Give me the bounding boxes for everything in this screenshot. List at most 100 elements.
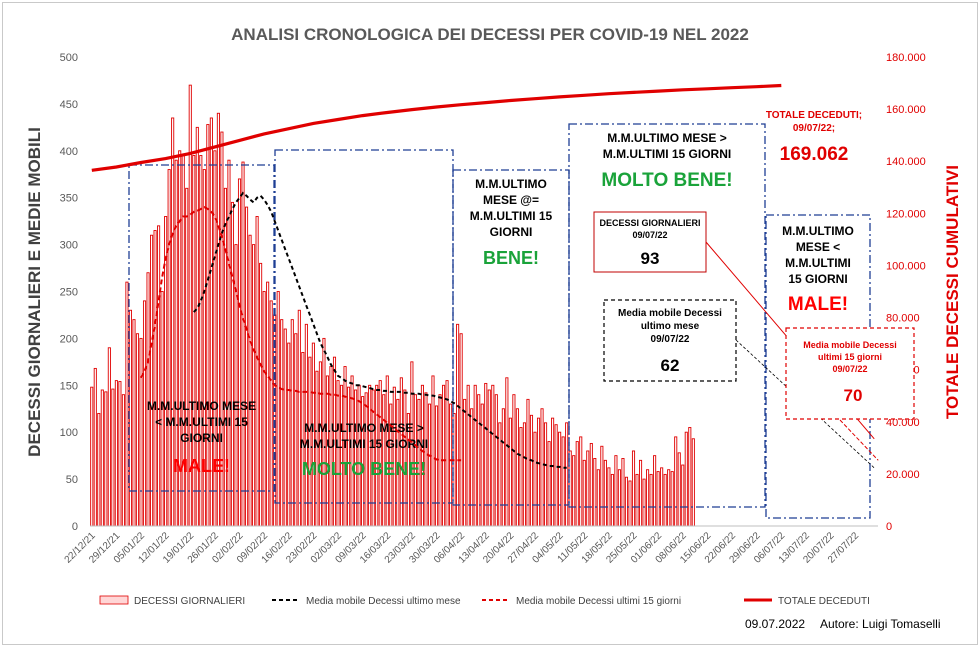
- mm-15-callout-label: Media mobile Decessi: [803, 340, 897, 350]
- annotation-verdict: MALE!: [788, 294, 848, 315]
- daily-bar: [294, 333, 298, 527]
- daily-bar: [266, 281, 270, 527]
- daily-bar: [586, 450, 590, 527]
- footer-author: Autore: Luigi Tomaselli: [820, 617, 941, 631]
- annotation-text: M.M.ULTIMO: [782, 224, 854, 238]
- daily-bar: [280, 319, 284, 527]
- mm-15-callout-value: 70: [844, 386, 863, 405]
- daily-bar: [403, 389, 407, 527]
- daily-bar: [582, 459, 586, 527]
- annotation-text: < M.M.ULTIMI 15: [155, 415, 248, 429]
- legend: DECESSI GIORNALIERI Media mobile Decessi …: [99, 595, 870, 607]
- y-tick-label: 200: [60, 333, 78, 345]
- daily-bar: [378, 380, 382, 527]
- daily-bar: [547, 441, 551, 527]
- daily-callout-label: DECESSI GIORNALIERI: [599, 218, 700, 228]
- daily-bar: [255, 216, 259, 527]
- daily-bar: [512, 394, 516, 527]
- daily-bar: [459, 333, 463, 527]
- y-axis-title: DECESSI GIORNALIERI E MEDIE MOBILI: [25, 127, 44, 457]
- daily-bar: [635, 473, 639, 527]
- daily-bar: [642, 478, 646, 527]
- right-axis-ticks: 020.00040.00060.00080.000100.000120.0001…: [886, 52, 926, 533]
- daily-bar: [631, 450, 636, 527]
- daily-bar: [442, 384, 446, 527]
- daily-bar: [508, 417, 512, 527]
- daily-bar: [114, 380, 118, 527]
- daily-bar: [526, 398, 530, 527]
- y-tick-label: 250: [60, 287, 78, 299]
- daily-bar: [259, 262, 263, 527]
- mm-15-callout-label: ultimi 15 giorni: [818, 352, 882, 362]
- annotation-text: MESE <: [796, 240, 840, 254]
- daily-bar: [681, 464, 685, 527]
- annotation-text: M.M.ULTIMI 15 GIORNI: [300, 437, 428, 451]
- daily-bar: [269, 300, 273, 527]
- annotation-text: GIORNI: [490, 225, 533, 239]
- daily-bar: [617, 469, 621, 527]
- annotation-text: M.M.ULTIMO: [475, 177, 547, 191]
- daily-bar: [449, 403, 453, 527]
- daily-bar: [427, 403, 432, 527]
- y2-tick-label: 120.000: [886, 208, 926, 220]
- daily-bar: [456, 323, 460, 527]
- daily-bar: [93, 367, 97, 527]
- daily-bar: [234, 244, 238, 527]
- daily-bar: [392, 386, 396, 527]
- daily-bar: [610, 473, 614, 527]
- mm-month-line: [193, 191, 567, 469]
- daily-bar: [536, 417, 541, 527]
- daily-bar: [121, 394, 125, 527]
- y-tick-label: 350: [60, 193, 78, 205]
- total-callout-value: 169.062: [780, 144, 849, 165]
- daily-bar: [434, 405, 439, 527]
- daily-bar: [245, 206, 249, 527]
- daily-bar: [128, 309, 132, 527]
- legend-label: Media mobile Decessi ultimi 15 giorni: [516, 596, 681, 607]
- annotation-verdict: MOLTO BENE!: [302, 459, 426, 479]
- mm-15-callout-label: 09/07/22: [832, 364, 867, 374]
- annotation-boxes: M.M.ULTIMO MESE < M.M.ULTIMI 15 GIORNI MALE…: [128, 123, 871, 519]
- legend-swatch-bars: [99, 595, 129, 605]
- annotation-text: M.M.ULTIMO MESE: [147, 399, 256, 413]
- mm-month-callout-label: ultimo mese: [641, 321, 700, 332]
- daily-bar: [529, 414, 534, 527]
- daily-bar: [157, 225, 161, 527]
- daily-bar: [649, 473, 653, 527]
- daily-bar: [336, 380, 340, 527]
- daily-bar: [230, 201, 235, 527]
- daily-callout-value: 93: [641, 249, 660, 268]
- y2-tick-label: 80.000: [886, 313, 920, 325]
- daily-bar: [603, 459, 607, 527]
- daily-bar: [150, 234, 154, 527]
- daily-bar: [132, 319, 136, 527]
- daily-bar: [628, 480, 632, 527]
- daily-bar: [624, 476, 629, 527]
- y-tick-label: 400: [60, 146, 78, 158]
- y-tick-label: 50: [66, 474, 78, 486]
- mm-15-callout-leader: [839, 419, 879, 461]
- daily-bar: [357, 384, 361, 527]
- daily-bar: [589, 443, 593, 527]
- daily-bar: [248, 234, 252, 527]
- daily-bar: [639, 459, 643, 527]
- daily-bar: [237, 178, 242, 527]
- annotation-box: [274, 149, 454, 504]
- annotation-verdict: MOLTO BENE!: [601, 170, 732, 191]
- annotation-text: MESE @=: [483, 193, 539, 207]
- daily-bar: [519, 427, 523, 527]
- daily-bar: [252, 244, 256, 527]
- daily-bar: [646, 469, 650, 527]
- daily-bar: [153, 230, 157, 527]
- daily-bar: [533, 431, 537, 527]
- daily-bar: [572, 455, 576, 527]
- daily-bar: [90, 386, 94, 527]
- daily-bar: [118, 381, 122, 527]
- footer-date: 09.07.2022: [745, 617, 805, 631]
- daily-bar: [656, 471, 660, 527]
- daily-bar: [139, 337, 143, 527]
- daily-bar: [677, 452, 681, 527]
- daily-bar: [674, 436, 678, 527]
- daily-bar: [477, 394, 481, 527]
- annotation-verdict: MALE!: [173, 456, 230, 476]
